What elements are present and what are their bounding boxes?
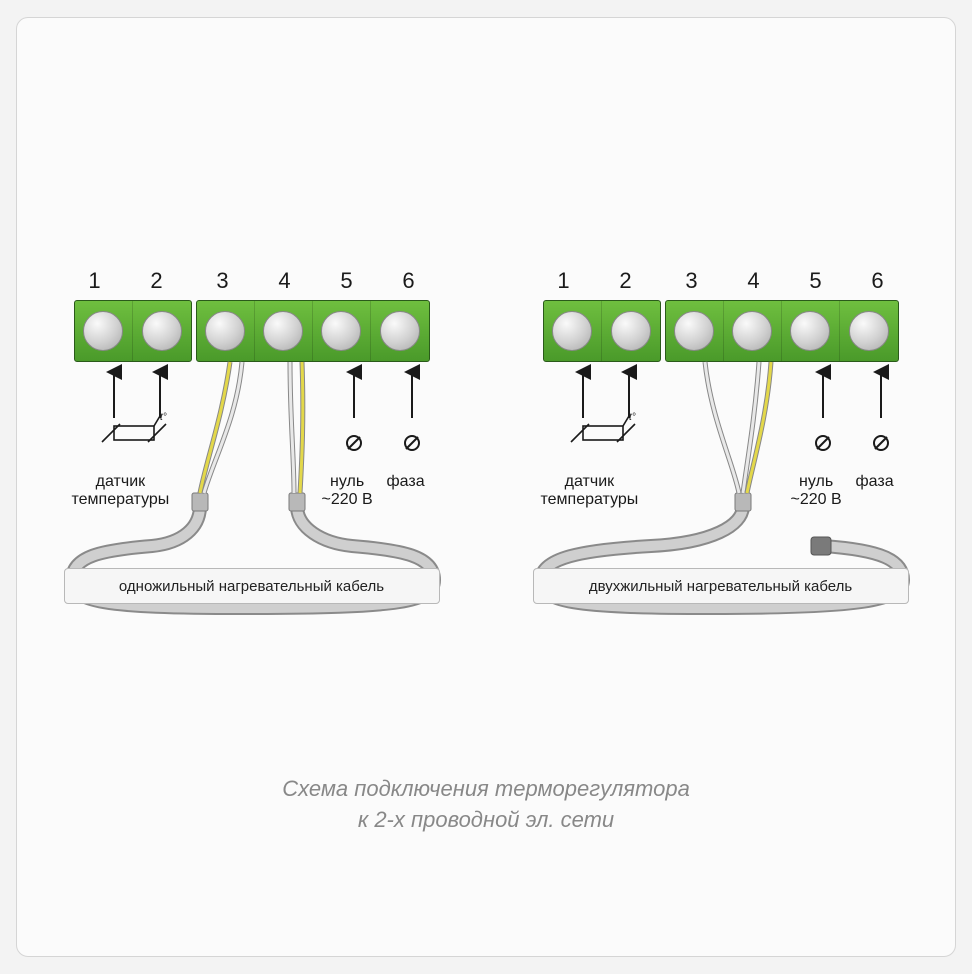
label-phase: фаза	[856, 473, 894, 491]
diagram-frame: 1 2 3 4 5 6	[16, 17, 956, 957]
label-null: нуль ~220 В	[322, 473, 373, 508]
label-sensor: датчик температуры	[541, 473, 639, 508]
cable-label-box: двухжильный нагревательный кабель	[533, 568, 909, 604]
label-voltage-text: ~220 В	[791, 491, 842, 508]
temp-sensor-icon: t°	[102, 412, 167, 442]
caption-line2: к 2-х проводной эл. сети	[358, 807, 614, 832]
temp-sensor-icon: t°	[571, 412, 636, 442]
cable-label-text: двухжильный нагревательный кабель	[589, 578, 852, 595]
label-phase: фаза	[387, 473, 425, 491]
label-null-text: нуль	[330, 473, 364, 490]
label-sensor: датчик температуры	[72, 473, 170, 508]
cable-label-text: одножильный нагревательный кабель	[119, 578, 384, 595]
caption-line1: Схема подключения терморегулятора	[282, 776, 690, 801]
label-voltage-text: ~220 В	[322, 491, 373, 508]
label-null-text: нуль	[799, 473, 833, 490]
label-null: нуль ~220 В	[791, 473, 842, 508]
label-sensor-line2: температуры	[541, 491, 639, 508]
cable-label-box: одножильный нагревательный кабель	[64, 568, 440, 604]
caption: Схема подключения терморегулятора к 2-х …	[17, 774, 955, 836]
svg-text:t°: t°	[629, 412, 636, 423]
diagram-pair: 1 2 3 4 5 6	[17, 268, 955, 648]
label-sensor-line2: температуры	[72, 491, 170, 508]
label-phase-text: фаза	[856, 473, 894, 490]
diagram-twin-core: 1 2 3 4 5 6	[511, 268, 931, 648]
svg-text:t°: t°	[160, 412, 167, 423]
label-sensor-line1: датчик	[96, 473, 145, 490]
diagram-single-core: 1 2 3 4 5 6	[42, 268, 462, 648]
label-sensor-line1: датчик	[565, 473, 614, 490]
label-phase-text: фаза	[387, 473, 425, 490]
